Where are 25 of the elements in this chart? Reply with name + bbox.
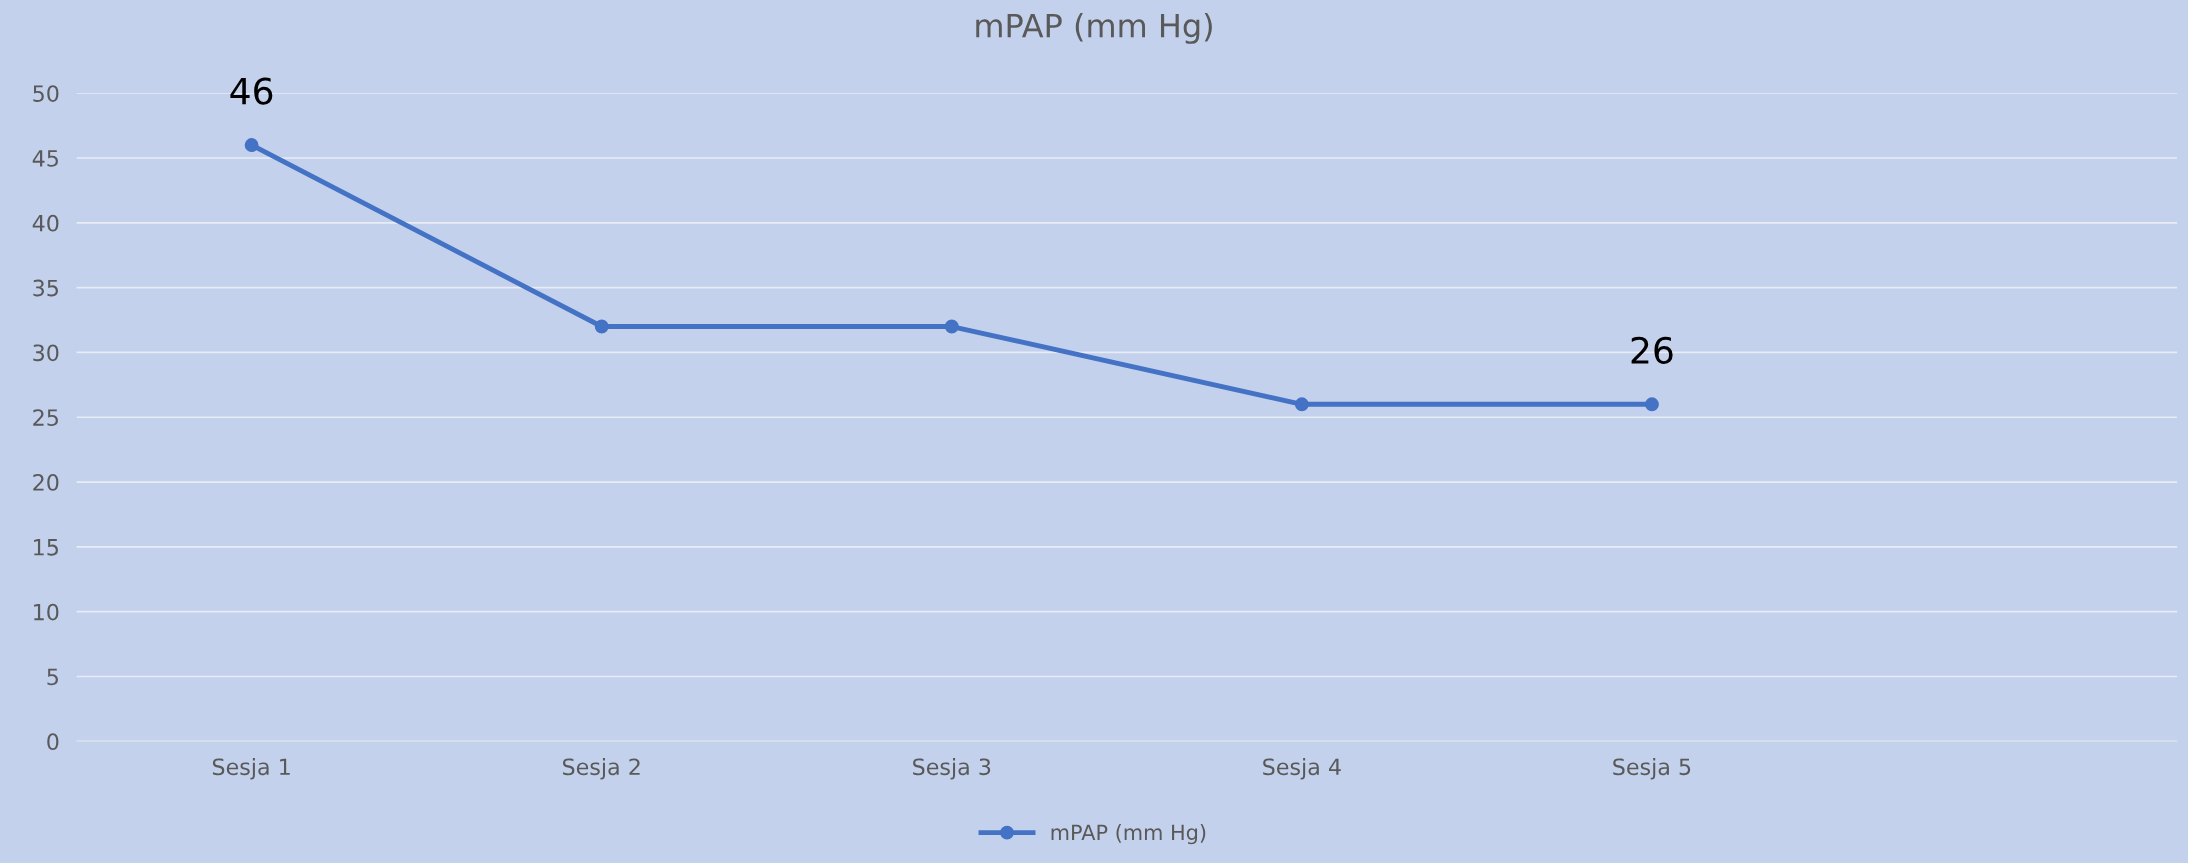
y-tick-label: 20 (33, 474, 59, 491)
point (1294, 397, 1309, 412)
y-tick-label: 0 (47, 733, 59, 751)
point (244, 138, 259, 152)
y-tick-label: 45 (32, 150, 58, 167)
x-tick-label: Sesja 4 (1263, 757, 1341, 780)
y-tick-label: 35 (33, 279, 58, 297)
x-tick-label: Sesja 3 (913, 757, 991, 780)
y-tick-label: 25 (33, 409, 58, 427)
x-tick-label: Sesja 5 (1613, 757, 1691, 780)
point (944, 319, 959, 334)
point (594, 319, 609, 334)
y-tick-label: 50 (33, 85, 59, 102)
data-label: 26 (1631, 336, 1673, 364)
chart-title: mPAP (mm Hg) (976, 12, 1212, 44)
y-tick-label: 15 (34, 539, 58, 556)
x-tick-label: Sesja 2 (562, 757, 640, 780)
y-tick-label: 30 (33, 344, 59, 362)
y-tick-label: 10 (34, 603, 59, 621)
data-label: 46 (230, 77, 273, 105)
y-tick-label: 40 (32, 214, 59, 232)
legend-label: mPAP (mm Hg) (1051, 824, 1206, 845)
x-tick-label: Sesja 1 (212, 757, 290, 780)
point (1644, 397, 1659, 412)
y-tick-label: 5 (47, 668, 58, 686)
